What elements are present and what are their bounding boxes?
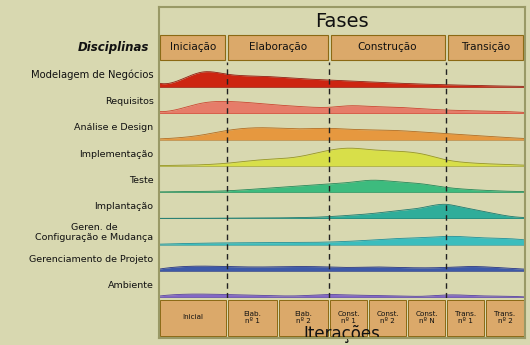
FancyBboxPatch shape: [487, 300, 524, 336]
Text: Ambiente: Ambiente: [108, 281, 154, 290]
Text: Transição: Transição: [461, 42, 510, 52]
Text: Implantação: Implantação: [94, 202, 154, 211]
FancyBboxPatch shape: [331, 34, 445, 60]
Text: Modelagem de Negócios: Modelagem de Negócios: [31, 70, 154, 80]
FancyBboxPatch shape: [330, 300, 367, 336]
Text: Gerenciamento de Projeto: Gerenciamento de Projeto: [30, 255, 154, 264]
FancyBboxPatch shape: [228, 34, 328, 60]
Text: Const.
nº 2: Const. nº 2: [376, 311, 399, 324]
FancyBboxPatch shape: [279, 300, 328, 336]
Text: Elaboração: Elaboração: [249, 42, 307, 52]
Text: Construção: Construção: [358, 42, 417, 52]
Text: Trans.
nº 1: Trans. nº 1: [455, 311, 476, 324]
Text: Inicial: Inicial: [182, 315, 204, 321]
FancyBboxPatch shape: [228, 300, 277, 336]
Text: Elab.
nº 2: Elab. nº 2: [295, 311, 312, 324]
FancyBboxPatch shape: [447, 300, 484, 336]
Text: Const.
nº N: Const. nº N: [415, 311, 438, 324]
Text: Disciplinas: Disciplinas: [77, 41, 149, 54]
Text: Const.
nº 1: Const. nº 1: [337, 311, 360, 324]
Text: Trans.
nº 2: Trans. nº 2: [494, 311, 516, 324]
Text: Elab.
nº 1: Elab. nº 1: [243, 311, 261, 324]
Text: Geren. de
Configuração e Mudança: Geren. de Configuração e Mudança: [36, 223, 154, 243]
Text: Implementação: Implementação: [80, 149, 154, 158]
Text: Teste: Teste: [129, 176, 154, 185]
FancyBboxPatch shape: [408, 300, 445, 336]
FancyBboxPatch shape: [160, 300, 226, 336]
FancyBboxPatch shape: [447, 34, 523, 60]
FancyBboxPatch shape: [161, 34, 225, 60]
Text: Fases: Fases: [315, 12, 369, 31]
Text: Análise e Design: Análise e Design: [74, 123, 154, 132]
Text: Iniciação: Iniciação: [170, 42, 216, 52]
Text: Iterações: Iterações: [303, 325, 381, 343]
FancyBboxPatch shape: [369, 300, 406, 336]
Text: Requisitos: Requisitos: [105, 97, 154, 106]
